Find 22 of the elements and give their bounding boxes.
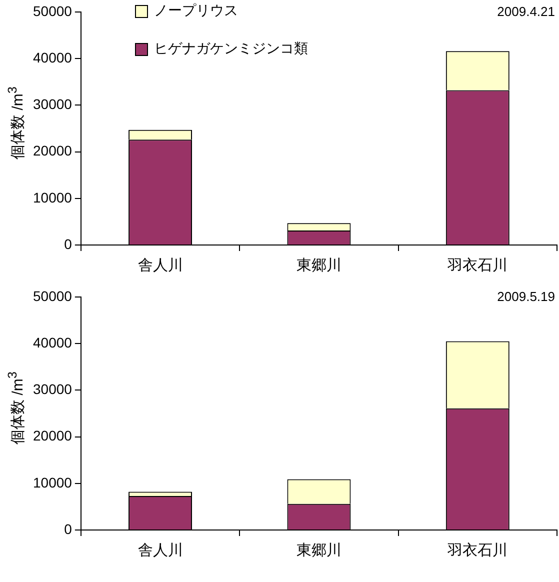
x-tick-label: 舎人川 bbox=[138, 542, 183, 560]
x-tick-label: 羽衣石川 bbox=[446, 542, 508, 560]
y-tick-label: 0 bbox=[64, 236, 72, 252]
legend-label: ノープリウス bbox=[154, 2, 238, 20]
y-tick-label: 40000 bbox=[32, 49, 72, 66]
x-tick-label: 東郷川 bbox=[296, 542, 342, 560]
annotation: 2009.4.21 bbox=[497, 4, 555, 19]
x-tick-label: 東郷川 bbox=[296, 257, 342, 274]
y-tick-label: 30000 bbox=[32, 381, 72, 398]
y-tick-label: 20000 bbox=[32, 142, 72, 159]
y-tick-label: 50000 bbox=[32, 2, 72, 19]
y-tick-label: 20000 bbox=[32, 428, 72, 444]
legend-label: ヒゲナガケンミジンコ類 bbox=[154, 40, 308, 58]
x-tick-label: 舎人川 bbox=[138, 257, 183, 274]
y-tick-label: 40000 bbox=[32, 334, 72, 350]
x-tick-label: 羽衣石川 bbox=[446, 257, 508, 274]
annotation: 2009.5.19 bbox=[497, 289, 555, 304]
y-tick-label: 50000 bbox=[32, 288, 72, 304]
y-tick-label: 0 bbox=[64, 520, 72, 537]
y-tick-label: 30000 bbox=[32, 96, 72, 112]
y-tick-label: 10000 bbox=[32, 474, 72, 490]
y-tick-label: 10000 bbox=[32, 189, 72, 206]
